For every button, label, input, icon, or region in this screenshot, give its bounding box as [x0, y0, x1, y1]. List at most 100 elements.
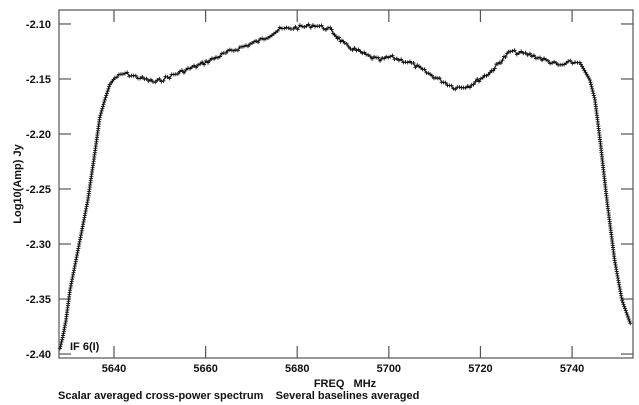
data-point	[104, 91, 109, 96]
data-point	[256, 40, 261, 45]
data-point	[443, 80, 448, 85]
data-point	[411, 60, 416, 65]
y-tick-label: -2.15	[26, 74, 51, 86]
series-line	[59, 23, 631, 349]
data-point	[523, 50, 528, 55]
data-point	[590, 89, 595, 94]
series-annotation: IF 6(I)	[70, 341, 100, 353]
data-point	[328, 25, 333, 30]
data-point	[159, 79, 164, 84]
data-point	[384, 54, 389, 59]
data-point	[514, 52, 519, 57]
data-point	[592, 95, 597, 100]
data-point	[519, 49, 524, 54]
data-point	[210, 56, 215, 61]
data-point	[306, 22, 311, 27]
data-point	[248, 41, 253, 46]
data-point	[570, 61, 575, 66]
data-point	[217, 54, 222, 59]
data-point	[102, 97, 107, 102]
data-point	[258, 37, 263, 42]
data-point	[59, 342, 64, 347]
data-point	[386, 55, 391, 60]
data-point	[181, 70, 186, 75]
data-point	[529, 54, 534, 59]
data-point	[354, 48, 359, 53]
data-point	[155, 78, 160, 83]
data-point	[310, 23, 315, 28]
data-point	[313, 24, 318, 29]
data-point	[451, 86, 456, 91]
data-point	[621, 302, 626, 307]
data-point	[457, 85, 462, 90]
data-point	[437, 76, 442, 81]
data-point	[533, 56, 538, 61]
data-point	[104, 93, 109, 98]
data-point	[120, 72, 125, 77]
data-point	[97, 115, 102, 120]
data-point	[568, 58, 573, 63]
data-point	[546, 58, 551, 63]
data-point	[157, 76, 162, 81]
y-tick-label: -2.20	[26, 129, 51, 141]
data-point	[246, 44, 251, 49]
data-point	[380, 55, 385, 60]
data-point	[422, 67, 427, 72]
data-point	[102, 100, 107, 105]
data-point	[591, 91, 596, 96]
data-point	[628, 321, 633, 326]
data-point	[194, 65, 199, 70]
data-point	[396, 58, 401, 63]
data-point	[362, 50, 367, 55]
x-tick-labels: 5640 5660 5680 5700 5720 5740	[102, 363, 585, 375]
data-point	[510, 49, 515, 54]
data-point	[302, 24, 307, 29]
data-point	[623, 308, 628, 313]
data-point	[297, 23, 302, 28]
data-point	[334, 34, 339, 39]
data-point	[227, 47, 232, 52]
data-point	[503, 55, 508, 60]
y-tick-label: -2.40	[26, 349, 51, 361]
data-point	[122, 71, 127, 76]
data-point	[133, 73, 138, 78]
data-point	[153, 80, 158, 85]
data-point	[138, 76, 143, 81]
data-point	[100, 104, 105, 109]
data-point	[491, 68, 496, 73]
data-point	[264, 36, 269, 41]
data-point	[282, 26, 287, 31]
x-tick-label: 5720	[468, 363, 492, 375]
data-point	[262, 37, 267, 42]
data-point	[342, 41, 347, 46]
data-point	[475, 77, 480, 82]
y-tick-label: -2.25	[26, 184, 51, 196]
data-point	[291, 26, 296, 31]
data-point	[542, 56, 547, 61]
plot-area	[57, 22, 634, 351]
data-point	[544, 57, 549, 62]
data-point	[167, 76, 172, 81]
y-tick-label: -2.10	[26, 19, 51, 31]
data-point	[233, 47, 238, 52]
data-point	[175, 71, 180, 76]
data-point	[382, 56, 387, 61]
data-point	[346, 44, 351, 49]
y-tick-labels: -2.10 -2.15 -2.20 -2.25 -2.30 -2.35 -2.40	[26, 19, 51, 361]
data-point	[521, 51, 526, 56]
data-point	[424, 70, 429, 75]
data-point	[243, 43, 248, 48]
chart-caption: Scalar averaged cross-power spectrum Sev…	[58, 390, 419, 402]
data-point	[589, 82, 594, 87]
data-point	[59, 339, 64, 344]
data-point	[471, 82, 476, 87]
data-point	[304, 24, 309, 29]
data-point	[239, 44, 244, 49]
data-point	[540, 58, 545, 63]
data-point	[192, 63, 197, 68]
data-point	[206, 60, 211, 65]
data-point	[350, 47, 355, 52]
data-point	[508, 49, 513, 54]
data-point	[99, 111, 104, 116]
data-point	[286, 26, 291, 31]
